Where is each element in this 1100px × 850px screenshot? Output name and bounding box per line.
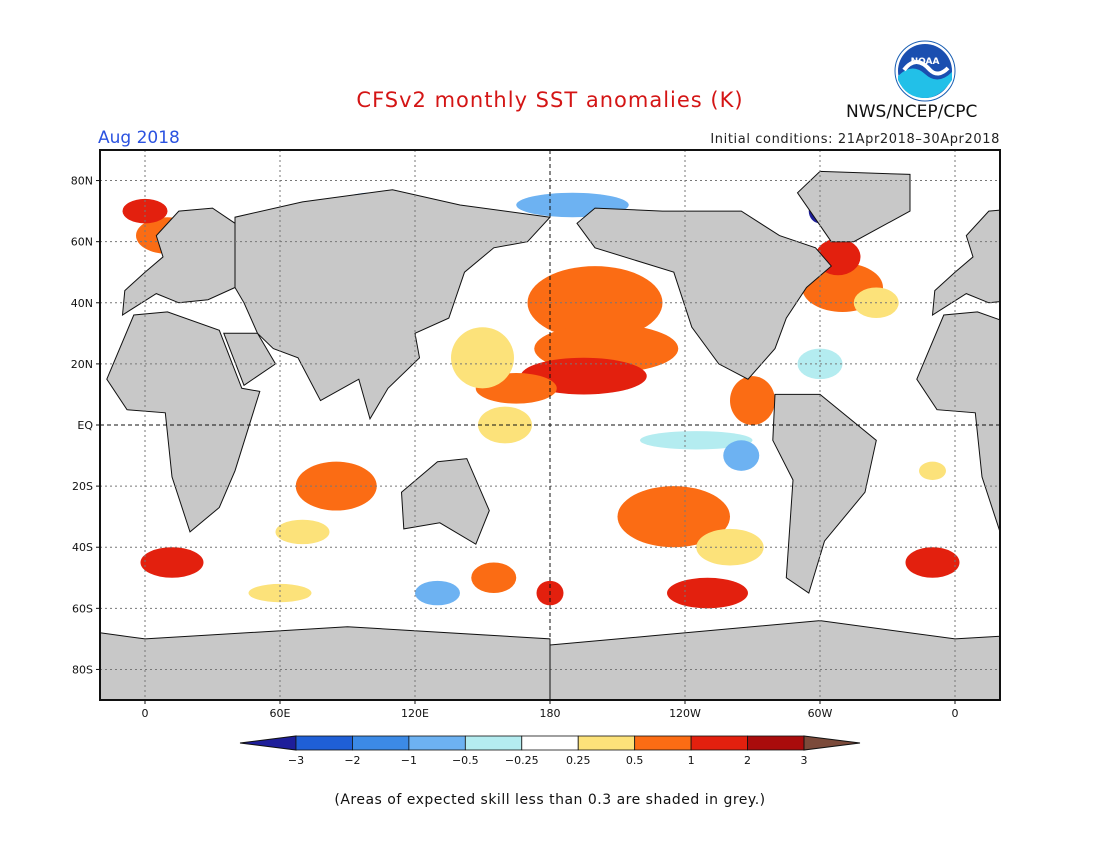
lat-tick-label: 60N	[71, 236, 93, 249]
land-antarctica	[549, 620, 1000, 700]
organization-label: NWS/NCEP/CPC	[846, 102, 978, 122]
skill-note: (Areas of expected skill less than 0.3 a…	[334, 792, 766, 808]
legend-swatch	[352, 735, 410, 751]
anomaly-east-pacific-warm	[730, 376, 775, 425]
lat-tick-label: 80N	[71, 175, 93, 188]
legend-high-triangle	[803, 735, 861, 751]
legend-label: −3	[288, 754, 304, 767]
anomaly-philippine-sea-mild	[451, 327, 514, 389]
legend-swatch	[408, 735, 466, 751]
lat-tick-label: EQ	[77, 419, 93, 432]
land-antarctica	[100, 626, 551, 700]
legend-label: 0.25	[566, 754, 591, 767]
forecast-month: Aug 2018	[98, 128, 180, 148]
initial-conditions: Initial conditions: 21Apr2018–30Apr2018	[710, 132, 1000, 147]
legend-swatch	[464, 735, 523, 751]
color-legend: −3 −2 −1 −0.5 −0.25 0.25 0.5 1 2 3	[239, 735, 861, 767]
legend-label: −1	[401, 754, 417, 767]
legend-label: 2	[744, 754, 751, 767]
anomaly-tasman-warm	[471, 562, 517, 594]
anomaly-east-pacific-cool	[723, 440, 760, 471]
lat-tick-label: 20S	[72, 480, 93, 493]
anomaly-south-atlantic-east-hot	[905, 547, 960, 578]
anomaly-equatorial-pacific-cool	[640, 431, 753, 450]
land-europe	[931, 209, 1000, 316]
noaa-logo: NOAA	[894, 40, 956, 102]
lat-tick-label: 60S	[72, 602, 93, 615]
land-masses	[100, 170, 1000, 700]
lon-tick-label: 60W	[808, 707, 833, 720]
legend-swatch	[295, 735, 353, 751]
anomaly-south-pacific-warm	[617, 486, 730, 548]
anomaly-south-atlantic-hot	[140, 547, 204, 578]
lon-tick-label: 0	[142, 707, 149, 720]
land-africa	[916, 311, 1000, 533]
lon-tick-label: 0	[952, 707, 959, 720]
anomaly-southern-indian-mild	[248, 583, 312, 603]
lat-tick-label: 40S	[72, 541, 93, 554]
land-greenland	[796, 170, 911, 243]
legend-label: 1	[688, 754, 695, 767]
legend-swatch	[521, 735, 579, 751]
land-australia	[400, 458, 490, 545]
land-south-america	[772, 393, 877, 594]
lat-tick-label: 40N	[71, 297, 93, 310]
anomaly-tasman-cool	[415, 580, 460, 606]
legend-swatch	[577, 735, 636, 751]
lat-tick-label: 80S	[72, 663, 93, 676]
lon-tick-label: 60E	[270, 707, 291, 720]
lon-tick-label: 180	[540, 707, 561, 720]
legend-swatch	[747, 735, 805, 751]
legend-label: 3	[801, 754, 808, 767]
anomaly-southern-ocean-hot	[667, 577, 748, 609]
legend-label: −0.25	[505, 754, 539, 767]
lon-tick-label: 120E	[401, 707, 429, 720]
chart-title: CFSv2 monthly SST anomalies (K)	[356, 88, 744, 112]
legend-swatch	[690, 735, 748, 751]
lon-tick-label: 120W	[669, 707, 701, 720]
grid-lines	[100, 150, 1000, 700]
anomaly-atlantic-mild-south	[919, 461, 946, 481]
lat-tick-label: 20N	[71, 358, 93, 371]
legend-swatch	[634, 735, 692, 751]
legend-label: −2	[344, 754, 360, 767]
legend-low-triangle	[239, 735, 297, 751]
legend-label: −0.5	[452, 754, 479, 767]
legend-label: 0.5	[626, 754, 644, 767]
land-asia	[234, 189, 552, 421]
land-europe	[121, 207, 236, 316]
anomaly-warm-pool-mild	[478, 406, 532, 444]
sst-anomaly-map: 80N 60N 40N 20N EQ 20S 40S 60S 80S 0 60E 120E 180 120…	[71, 149, 1001, 720]
anomaly-south-indian-mild	[275, 519, 330, 545]
logo-text: NOAA	[911, 57, 940, 67]
